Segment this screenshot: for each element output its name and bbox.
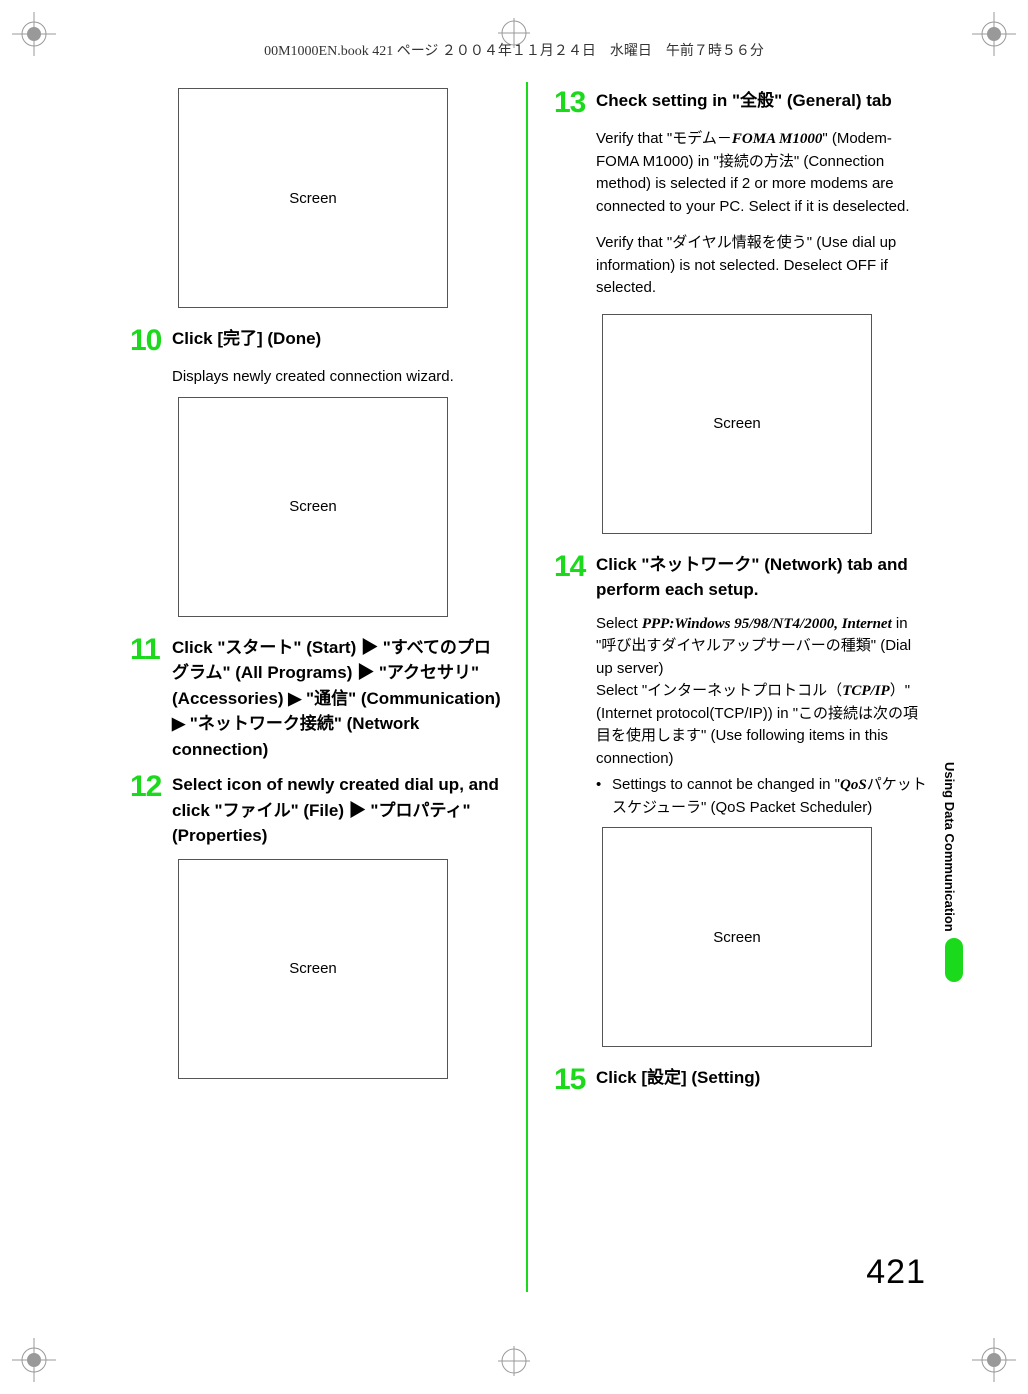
step-title: Check setting in "全般" (General) tab <box>596 88 930 114</box>
side-tab: Using Data Communication <box>942 762 968 982</box>
screenshot-placeholder: Screen <box>602 827 872 1047</box>
step-title: Select icon of newly created dial up, an… <box>172 772 506 849</box>
step-title: Click "ネットワーク" (Network) tab and perform… <box>596 552 930 603</box>
step-number: 10 <box>130 326 172 356</box>
page-content: Screen 10 Click [完了] (Done) Displays new… <box>130 82 930 1292</box>
right-column: 13 Check setting in "全般" (General) tab V… <box>554 82 930 1292</box>
screenshot-placeholder: Screen <box>602 314 872 534</box>
crop-mark-bl <box>12 1322 72 1382</box>
step-14: 14 Click "ネットワーク" (Network) tab and perf… <box>554 552 930 603</box>
screen-label: Screen <box>289 960 337 977</box>
section-indicator <box>945 938 963 982</box>
screen-label: Screen <box>713 929 761 946</box>
screen-label: Screen <box>289 498 337 515</box>
crop-mark-bottom <box>492 1346 536 1376</box>
screenshot-placeholder: Screen <box>178 859 448 1079</box>
step-number: 11 <box>130 635 172 665</box>
step-12: 12 Select icon of newly created dial up,… <box>130 772 506 849</box>
step-title: Click [完了] (Done) <box>172 326 506 352</box>
book-header: 00M1000EN.book 421 ページ ２００４年１１月２４日 水曜日 午… <box>0 40 1028 60</box>
section-label: Using Data Communication <box>942 762 957 932</box>
bullet-icon: • <box>596 774 612 819</box>
step-body: Select PPP:Windows 95/98/NT4/2000, Inter… <box>596 613 930 820</box>
page-number: 421 <box>866 1253 926 1292</box>
screen-label: Screen <box>713 415 761 432</box>
step-13: 13 Check setting in "全般" (General) tab <box>554 88 930 118</box>
step-title: Click [設定] (Setting) <box>596 1065 930 1091</box>
step-10: 10 Click [完了] (Done) <box>130 326 506 356</box>
step-number: 14 <box>554 552 596 582</box>
crop-mark-br <box>956 1322 1016 1382</box>
step-title: Click "スタート" (Start) ▶ "すべてのプログラム" (All … <box>172 635 506 763</box>
step-11: 11 Click "スタート" (Start) ▶ "すべてのプログラム" (A… <box>130 635 506 763</box>
step-body: Displays newly created connection wizard… <box>172 366 506 389</box>
step-number: 13 <box>554 88 596 118</box>
step-body: Verify that "モデム－FOMA M1000" (Modem-FOMA… <box>596 128 930 300</box>
screenshot-placeholder: Screen <box>178 88 448 308</box>
screen-label: Screen <box>289 190 337 207</box>
step-15: 15 Click [設定] (Setting) <box>554 1065 930 1095</box>
step-number: 12 <box>130 772 172 802</box>
step-number: 15 <box>554 1065 596 1095</box>
left-column: Screen 10 Click [完了] (Done) Displays new… <box>130 82 528 1292</box>
screenshot-placeholder: Screen <box>178 397 448 617</box>
